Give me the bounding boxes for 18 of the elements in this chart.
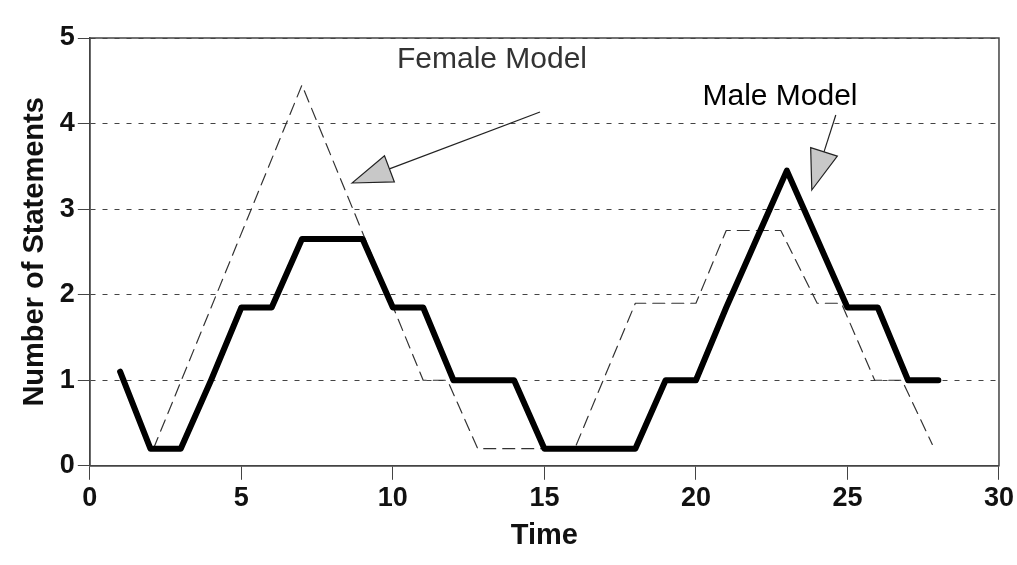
x-tick-label: 15 <box>529 482 560 513</box>
text: Male Model <box>702 78 858 111</box>
y-tick-label: 3 <box>59 192 75 223</box>
x-tick-label: 20 <box>680 482 711 513</box>
x-tick-label: 25 <box>832 482 863 513</box>
y-tick-label: 1 <box>59 363 75 394</box>
x-tick-label: 30 <box>983 482 1015 513</box>
x-tick-label: 10 <box>377 482 408 513</box>
y-tick-label: 5 <box>59 21 75 52</box>
y-tick-label: 0 <box>59 449 75 480</box>
x-axis-title: Time <box>510 517 578 550</box>
line-series <box>152 84 933 450</box>
x-tick-label: 5 <box>233 482 249 513</box>
y-axis-title: Number of Statements <box>17 97 50 407</box>
y-tick-label: 2 <box>59 278 75 309</box>
y-tick-label: 4 <box>59 107 75 138</box>
text: Female Model <box>396 41 588 74</box>
x-tick-label: 0 <box>82 482 98 513</box>
